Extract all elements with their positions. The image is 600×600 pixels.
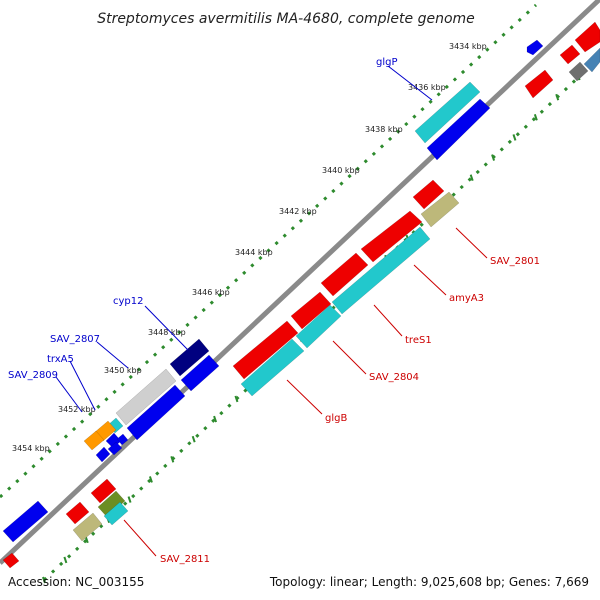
gene-arrow-SAV_2801[interactable] bbox=[420, 191, 460, 228]
gene-arrow-treS1[interactable] bbox=[295, 304, 342, 349]
tick-label: 3444 kbp bbox=[235, 248, 273, 257]
leader-line bbox=[69, 360, 96, 411]
leader-line bbox=[96, 341, 129, 369]
features bbox=[2, 21, 600, 569]
tick-mark bbox=[213, 415, 218, 423]
leader-line bbox=[413, 264, 447, 296]
gene-arrow[interactable] bbox=[2, 552, 20, 569]
gene-label-SAV_2811[interactable]: SAV_2811 bbox=[160, 554, 210, 565]
genome-summary-text: Topology: linear; Length: 9,025,608 bp; … bbox=[269, 575, 589, 589]
leader-line bbox=[286, 379, 323, 415]
gene-arrow[interactable] bbox=[90, 478, 117, 504]
gene-arrow[interactable] bbox=[65, 501, 90, 525]
gene-label-glgP[interactable]: glgP bbox=[376, 57, 398, 68]
tick-label: 3450 kbp bbox=[104, 366, 142, 375]
gene-arrow[interactable] bbox=[559, 44, 581, 65]
gene-arrow[interactable] bbox=[126, 384, 186, 441]
leader-line bbox=[373, 304, 403, 337]
leader-line bbox=[387, 65, 433, 101]
blue-gene-labels: glgP cyp12 SAV_2807 trxA5 SAV_2809 bbox=[8, 57, 433, 413]
gene-arrow[interactable] bbox=[568, 61, 589, 82]
gene-arrow[interactable] bbox=[574, 21, 600, 53]
tick-mark bbox=[234, 395, 239, 403]
gene-arrow[interactable] bbox=[412, 179, 445, 210]
leader-line bbox=[332, 340, 367, 375]
outer-dotted-guide bbox=[0, 3, 538, 499]
gene-label-SAV_2807[interactable]: SAV_2807 bbox=[50, 334, 100, 345]
diagram-title: Streptomyces avermitilis MA-4680, comple… bbox=[97, 11, 475, 27]
gene-arrow-glgP[interactable] bbox=[414, 81, 481, 144]
leader-line bbox=[144, 305, 189, 351]
gene-arrow-cyp12[interactable] bbox=[169, 338, 210, 377]
tick-label: 3446 kbp bbox=[192, 288, 230, 297]
gene-arrow[interactable] bbox=[116, 433, 129, 446]
gene-arrow-amyA3[interactable] bbox=[331, 226, 431, 315]
gene-arrow[interactable] bbox=[83, 430, 105, 451]
gene-arrow[interactable] bbox=[103, 501, 129, 526]
gene-arrow-glgB[interactable] bbox=[240, 338, 305, 397]
tick-mark bbox=[533, 114, 538, 121]
gene-arrow[interactable] bbox=[97, 490, 126, 518]
gene-arrow[interactable] bbox=[360, 210, 423, 263]
leader-line bbox=[123, 519, 157, 557]
tick-label: 3438 kbp bbox=[365, 125, 403, 134]
gene-label-trxA5[interactable]: trxA5 bbox=[47, 354, 74, 365]
gene-arrow[interactable] bbox=[524, 69, 554, 99]
accession-text: Accession: NC_003155 bbox=[8, 575, 144, 589]
genome-backbone bbox=[0, 0, 600, 565]
gene-label-SAV_2801[interactable]: SAV_2801 bbox=[490, 256, 540, 267]
gene-label-cyp12[interactable]: cyp12 bbox=[113, 296, 144, 307]
gene-arrow[interactable] bbox=[95, 446, 111, 463]
gene-arrow[interactable] bbox=[426, 98, 491, 161]
tick-label: 3442 kbp bbox=[279, 207, 317, 216]
gene-arrow[interactable] bbox=[583, 47, 600, 73]
gene-label-treS1[interactable]: treS1 bbox=[405, 335, 432, 346]
gene-arrow[interactable] bbox=[320, 252, 369, 297]
leader-line bbox=[55, 376, 83, 413]
tick-labels: 3434 kbp 3436 kbp 3438 kbp 3440 kbp 3442… bbox=[12, 42, 487, 453]
red-gene-labels: SAV_2801 amyA3 treS1 SAV_2804 glgB SAV_2… bbox=[123, 227, 540, 565]
tick-mark bbox=[170, 455, 175, 463]
gene-arrow-SAV_2804[interactable] bbox=[232, 320, 299, 380]
tick-mark bbox=[469, 174, 474, 182]
gene-label-SAV_2804[interactable]: SAV_2804 bbox=[369, 372, 419, 383]
gene-arrow[interactable] bbox=[2, 500, 49, 543]
tick-mark bbox=[512, 134, 517, 141]
gene-arrow-SAV_2807[interactable] bbox=[115, 368, 177, 426]
tick-label: 3440 kbp bbox=[322, 166, 360, 175]
gene-arrow[interactable] bbox=[290, 291, 332, 330]
tick-label: 3454 kbp bbox=[12, 444, 50, 453]
tick-label: 3436 kbp bbox=[408, 83, 446, 92]
tick-mark bbox=[127, 496, 132, 503]
gene-label-glgB[interactable]: glgB bbox=[325, 413, 347, 424]
tick-mark bbox=[84, 536, 89, 544]
tick-mark bbox=[148, 476, 153, 483]
tick-label: 3448 kbp bbox=[148, 328, 186, 337]
tick-mark bbox=[555, 93, 560, 101]
tick-label: 3434 kbp bbox=[449, 42, 487, 51]
gene-label-SAV_2809[interactable]: SAV_2809 bbox=[8, 370, 58, 381]
gene-arrow-SAV_2811[interactable] bbox=[72, 512, 103, 542]
gene-arrow[interactable] bbox=[526, 39, 544, 56]
leader-line bbox=[455, 227, 488, 259]
gene-label-amyA3[interactable]: amyA3 bbox=[449, 293, 484, 304]
tick-label: 3452 kbp bbox=[58, 405, 96, 414]
tick-mark bbox=[191, 435, 196, 443]
tick-mark bbox=[491, 154, 496, 161]
gene-arrow[interactable] bbox=[180, 354, 220, 392]
tick-mark bbox=[63, 556, 68, 564]
tick-mark bbox=[42, 576, 46, 584]
gene-arrow[interactable] bbox=[107, 441, 123, 456]
